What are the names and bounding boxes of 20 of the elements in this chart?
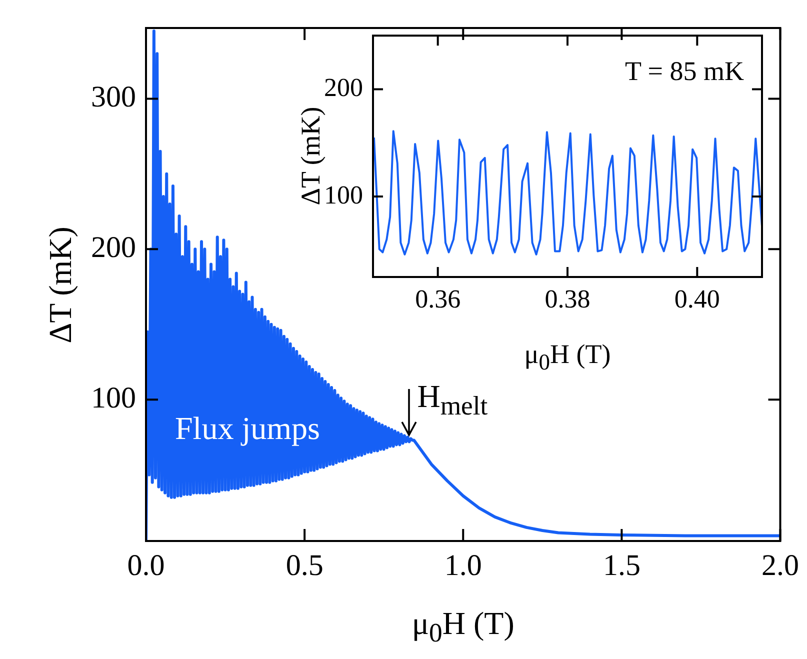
y-axis-title: ΔT (mK) — [42, 226, 78, 343]
x-tick-label: 0.40 — [674, 284, 720, 314]
y-tick-label: 100 — [324, 180, 363, 210]
x-tick-label: 1.5 — [602, 548, 640, 582]
x-tick-label: 0.0 — [127, 548, 165, 582]
x-tick-label: 2.0 — [762, 548, 799, 582]
annotation: H$_{melt}$ — [417, 378, 488, 421]
x-tick-label: 0.38 — [544, 284, 590, 314]
y-tick-label: 100 — [91, 381, 136, 414]
x-tick-label: 0.5 — [286, 548, 324, 582]
annotation: T = 85 mK — [625, 56, 744, 86]
y-tick-label: 200 — [324, 73, 363, 102]
annotation: Flux jumps — [175, 410, 320, 446]
x-tick-label: 0.36 — [415, 284, 461, 314]
x-tick-label: 1.0 — [444, 548, 482, 582]
x-axis-title: μ$_{0}$H (T) — [524, 339, 611, 374]
y-tick-label: 300 — [91, 80, 136, 114]
y-tick-label: 200 — [91, 231, 136, 264]
x-axis-title: μ$_{0}$H (T) — [412, 605, 514, 648]
y-axis-title: ΔT (mK) — [296, 106, 326, 206]
